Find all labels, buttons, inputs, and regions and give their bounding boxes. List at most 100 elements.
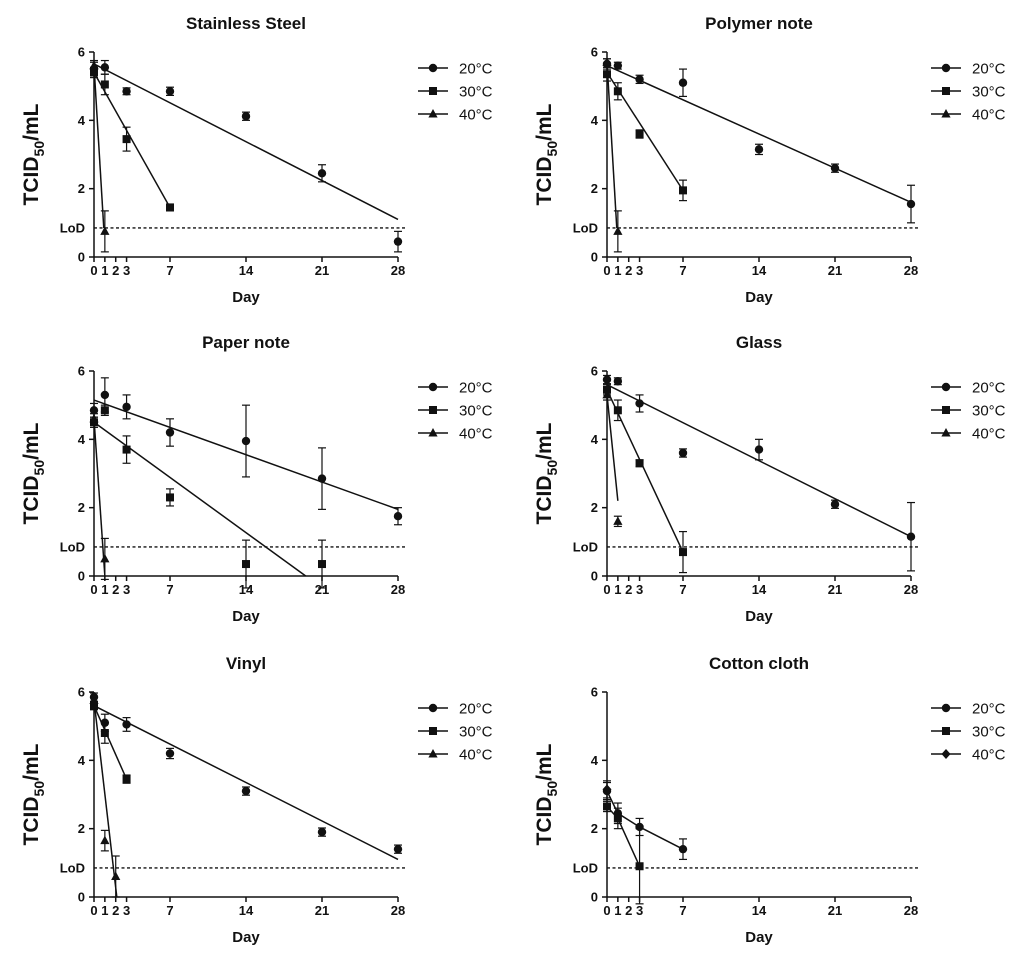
series bbox=[89, 377, 403, 526]
series bbox=[89, 59, 110, 253]
y-tick-label: 0 bbox=[78, 250, 85, 265]
legend-label: 30°C bbox=[972, 724, 1006, 741]
series bbox=[89, 59, 403, 253]
x-tick-label: 14 bbox=[752, 582, 767, 597]
x-tick-label: 3 bbox=[123, 582, 130, 597]
series bbox=[89, 413, 110, 581]
legend-marker bbox=[428, 63, 438, 73]
x-tick-label: 1 bbox=[614, 903, 621, 918]
chart-title: Cotton cloth bbox=[709, 654, 809, 673]
chart-title: Glass bbox=[736, 333, 782, 352]
fit-line bbox=[93, 705, 128, 780]
legend-label: 40°C bbox=[459, 747, 493, 764]
x-tick-label: 7 bbox=[679, 263, 686, 278]
x-tick-label: 2 bbox=[112, 263, 119, 278]
data-point bbox=[613, 61, 623, 70]
x-tick-label: 1 bbox=[101, 582, 108, 597]
data-point bbox=[100, 63, 110, 72]
data-point bbox=[613, 87, 622, 96]
data-point bbox=[602, 784, 612, 795]
legend-label: 20°C bbox=[972, 61, 1006, 78]
legend-label: 20°C bbox=[459, 380, 493, 397]
data-point bbox=[679, 186, 687, 195]
fit-line bbox=[606, 64, 912, 204]
data-point bbox=[635, 130, 644, 138]
x-tick-label: 0 bbox=[603, 903, 610, 918]
fit-line bbox=[606, 62, 618, 229]
x-tick-label: 0 bbox=[90, 263, 97, 278]
data-point bbox=[678, 844, 688, 854]
data-point bbox=[830, 500, 840, 509]
series bbox=[89, 695, 121, 898]
lod-label: LoD bbox=[60, 220, 85, 235]
y-tick-label: 0 bbox=[78, 569, 85, 584]
x-tick-label: 21 bbox=[315, 903, 329, 918]
data-point bbox=[317, 474, 327, 483]
x-tick-label: 14 bbox=[239, 582, 254, 597]
legend-marker bbox=[429, 406, 437, 414]
fit-line bbox=[606, 389, 684, 553]
x-tick-label: 1 bbox=[614, 263, 621, 278]
data-point bbox=[635, 862, 644, 871]
x-axis-title: Day bbox=[745, 929, 773, 946]
data-point bbox=[613, 226, 623, 235]
x-tick-label: 7 bbox=[679, 903, 686, 918]
data-point bbox=[111, 871, 121, 880]
x-tick-label: 14 bbox=[752, 903, 767, 918]
legend-marker bbox=[941, 749, 951, 759]
x-tick-label: 7 bbox=[166, 582, 173, 597]
y-tick-label: 6 bbox=[591, 364, 598, 379]
data-point bbox=[635, 75, 644, 84]
x-tick-label: 14 bbox=[239, 263, 254, 278]
data-point bbox=[754, 145, 764, 154]
y-tick-label: 2 bbox=[78, 821, 85, 836]
x-tick-label: 7 bbox=[679, 582, 686, 597]
legend-label: 40°C bbox=[972, 107, 1006, 124]
fit-line bbox=[93, 65, 105, 229]
x-tick-label: 28 bbox=[391, 582, 405, 597]
data-point bbox=[602, 389, 612, 399]
y-axis-title: TCID50/mL bbox=[20, 103, 47, 205]
fit-line bbox=[93, 421, 307, 577]
series bbox=[603, 66, 687, 202]
data-point bbox=[100, 835, 110, 845]
data-point bbox=[602, 57, 612, 66]
fit-line bbox=[93, 63, 399, 221]
series bbox=[602, 780, 612, 799]
y-tick-label: 2 bbox=[591, 181, 598, 196]
legend-marker bbox=[428, 749, 438, 758]
legend-marker bbox=[942, 87, 950, 95]
data-point bbox=[393, 237, 403, 246]
y-tick-label: 4 bbox=[591, 113, 599, 128]
y-axis-title: TCID50/mL bbox=[533, 743, 560, 845]
x-tick-label: 0 bbox=[90, 582, 97, 597]
data-point bbox=[89, 406, 99, 415]
legend-marker bbox=[429, 727, 437, 735]
legend-marker bbox=[428, 428, 438, 437]
legend-marker bbox=[428, 109, 438, 118]
data-point bbox=[830, 163, 840, 173]
data-point bbox=[100, 729, 109, 737]
lod-label: LoD bbox=[573, 539, 598, 554]
chart-title: Vinyl bbox=[226, 654, 266, 673]
y-tick-label: 2 bbox=[591, 500, 598, 515]
x-tick-label: 7 bbox=[166, 263, 173, 278]
data-point bbox=[317, 169, 327, 178]
x-tick-label: 28 bbox=[391, 903, 405, 918]
series bbox=[602, 57, 623, 253]
data-point bbox=[317, 827, 327, 837]
legend-label: 30°C bbox=[972, 84, 1006, 101]
x-tick-label: 3 bbox=[123, 263, 130, 278]
x-tick-label: 2 bbox=[112, 903, 119, 918]
x-tick-label: 3 bbox=[636, 582, 643, 597]
x-tick-label: 2 bbox=[625, 263, 632, 278]
y-tick-label: 2 bbox=[591, 821, 598, 836]
data-point bbox=[678, 448, 688, 458]
x-tick-label: 14 bbox=[239, 903, 254, 918]
x-axis-title: Day bbox=[232, 608, 260, 625]
legend-label: 40°C bbox=[459, 107, 493, 124]
legend-label: 40°C bbox=[972, 426, 1006, 443]
data-point bbox=[89, 695, 99, 705]
